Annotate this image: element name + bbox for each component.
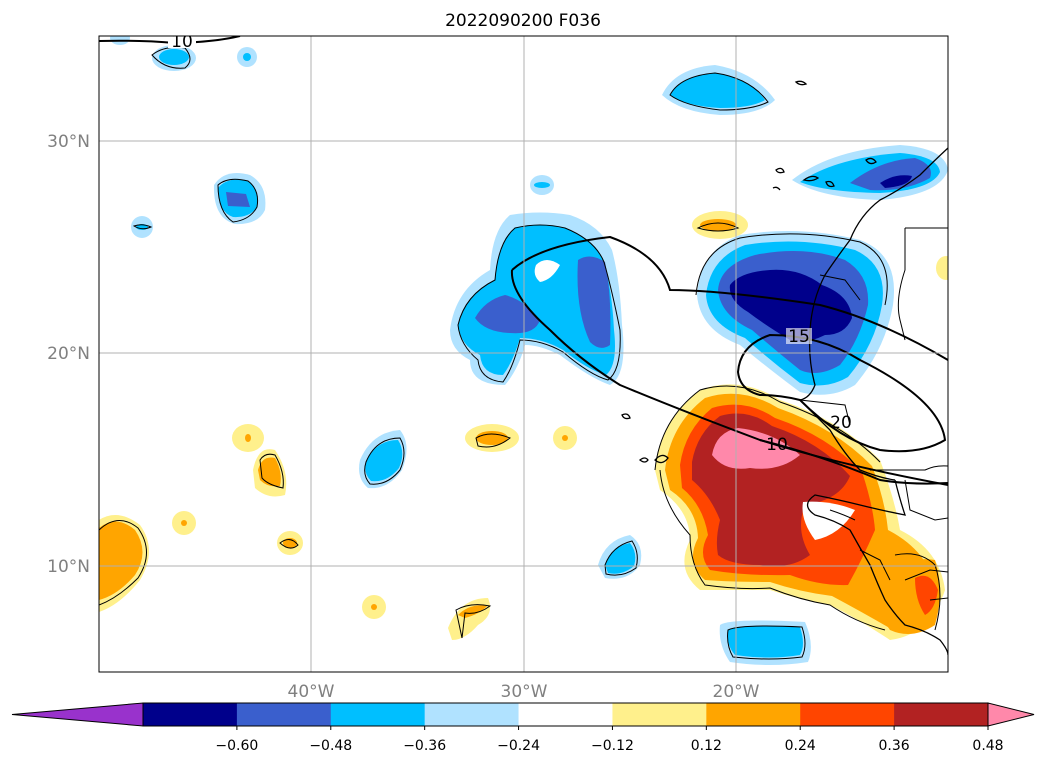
contour-labels: 10 15 20 10	[168, 32, 852, 455]
shading-positive	[99, 211, 948, 640]
contour-label-top: 10	[171, 32, 193, 52]
colorbar-tick-label: −0.12	[591, 738, 634, 754]
colorbar-segment	[518, 703, 613, 726]
colorbar-tick-label: 0.24	[785, 738, 816, 754]
graticule	[99, 36, 948, 672]
colorbar-tick-label: 0.12	[691, 738, 722, 754]
colorbar-segment	[800, 703, 895, 726]
lat-label-30n: 30°N	[47, 132, 90, 152]
contour-label-10: 10	[766, 435, 788, 455]
lat-label-10n: 10°N	[47, 557, 90, 577]
colorbar-segment	[706, 703, 801, 726]
shading-ne-negative	[662, 65, 948, 395]
colorbar-extend-high	[987, 702, 1035, 727]
lon-label-30w: 30°W	[501, 682, 548, 702]
colorbar-extend-low	[11, 702, 144, 727]
borders	[799, 227, 948, 601]
colorbar-tick-label: −0.36	[403, 738, 446, 754]
colorbar-tick-label: −0.48	[309, 738, 352, 754]
lon-label-40w: 40°W	[288, 682, 335, 702]
contour-label-20: 20	[830, 413, 852, 433]
colorbar-segment	[424, 703, 520, 726]
colorbar-tick-label: −0.60	[215, 738, 258, 754]
lat-label-20n: 20°N	[47, 344, 90, 364]
map-title: 2022090200 F036	[445, 11, 601, 31]
colorbar-tick-label: 0.36	[879, 738, 910, 754]
shading-nw-blobs	[110, 36, 266, 238]
map-frame	[98, 35, 949, 673]
colorbar-segment	[894, 703, 989, 726]
colorbar-tick-label: −0.24	[497, 738, 540, 754]
colorbar-tick-label: 0.48	[972, 738, 1003, 754]
colorbar: −0.60 −0.48 −0.36 −0.24 −0.12 0.12 0.24 0.36 0.4…	[11, 702, 1035, 754]
lon-label-20w: 20°W	[713, 682, 760, 702]
colorbar-segment	[612, 703, 707, 726]
longitude-labels: 40°W 30°W 20°W	[288, 682, 760, 702]
contour-label-15: 15	[788, 327, 810, 347]
latitude-labels: 30°N 20°N 10°N	[47, 132, 90, 577]
colorbar-outline	[142, 702, 989, 727]
thin-contours	[99, 46, 941, 660]
colorbar-segment	[236, 703, 332, 726]
colorbar-segment	[330, 703, 426, 726]
shading-central-negative	[450, 175, 624, 385]
colorbar-segment	[143, 703, 238, 726]
